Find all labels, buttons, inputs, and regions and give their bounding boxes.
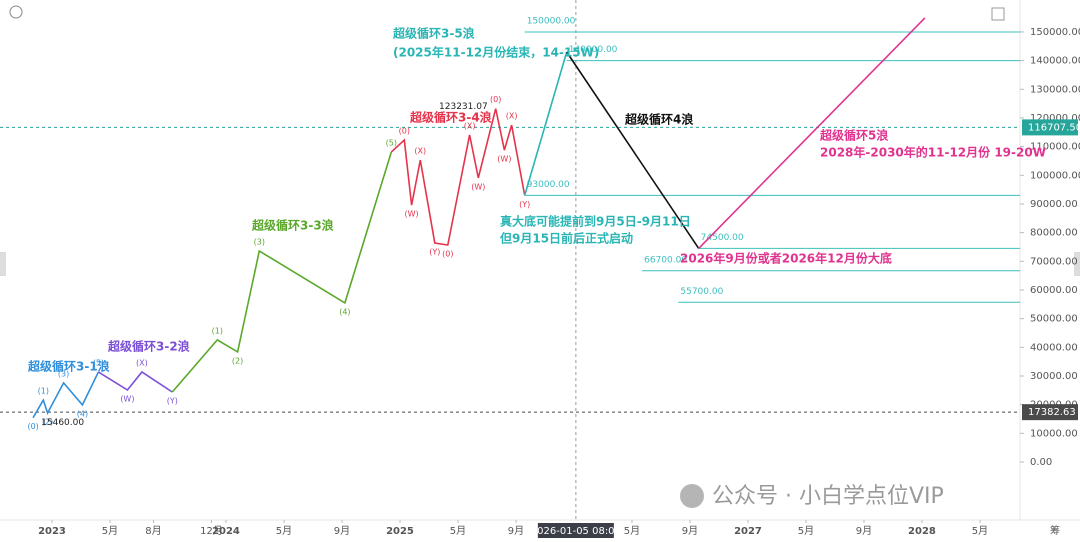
y-tick-label: 90000.00 [1030, 199, 1078, 210]
wave-label: (4) [77, 409, 88, 418]
value-label: 123231.07 [439, 102, 488, 112]
price-marker-box [1022, 119, 1078, 136]
annotation: 真大底可能提前到9月5日-9月11日 [500, 214, 691, 229]
y-tick-label: 130000.00 [1030, 84, 1080, 95]
wave-label: (X) [136, 358, 148, 367]
level-label: 55700.00 [680, 287, 723, 297]
x-tick-label: 2023 [38, 526, 66, 537]
annotation: (2025年11-12月份结束，14-15W) [393, 45, 599, 60]
x-tick-label: 9月 [856, 525, 872, 537]
x-tick-label: 9月 [334, 525, 350, 537]
wave-label: (W) [120, 395, 134, 404]
wave-label: (0) [399, 127, 410, 136]
x-tick-label: 5月 [798, 525, 814, 537]
level-label: 93000.00 [527, 180, 570, 190]
wave-label: (Y) [519, 200, 530, 209]
wave-label: (3) [58, 369, 69, 378]
annotation: 超级循环3-1浪 [27, 359, 110, 374]
x-tick-label: 2028 [908, 526, 936, 537]
wave-label: (1) [212, 326, 223, 335]
wave-label: (0) [442, 249, 453, 258]
wave-label: (X) [414, 147, 426, 156]
annotation: 超级循环4浪 [624, 112, 693, 127]
x-tick-label: 9月 [682, 525, 698, 537]
wechat-icon [680, 484, 704, 508]
x-tick-label: 9月 [508, 525, 524, 537]
y-tick-label: 110000.00 [1030, 142, 1080, 153]
wave-line [171, 151, 393, 393]
side-handle[interactable] [0, 252, 6, 276]
y-tick-label: 80000.00 [1030, 228, 1078, 239]
wave-label: (W) [497, 155, 511, 164]
level-label: 150000.00 [527, 16, 576, 26]
wave-line [566, 51, 700, 249]
wave-line [390, 108, 526, 246]
annotation: 超级循环5浪 [819, 128, 888, 143]
x-tick-label: 12月 [200, 525, 223, 537]
y-tick-label: 60000.00 [1030, 285, 1078, 296]
wave-label: (2) [42, 417, 53, 426]
wave-line [97, 370, 173, 393]
x-tick-label: 5月 [972, 525, 988, 537]
annotation: 超级循环3-3浪 [251, 218, 334, 233]
wave-line [32, 371, 100, 419]
wave-label: (2) [232, 356, 243, 365]
annotation: 超级循环3-2浪 [107, 339, 190, 354]
x-tick-label: 8月 [145, 525, 161, 537]
wave-label: (X) [506, 112, 518, 121]
price-marker-label: 116707.50 [1028, 122, 1080, 133]
level-label: 140000.00 [569, 45, 618, 55]
wave-label: (1) [38, 387, 49, 396]
y-tick-label: 0.00 [1030, 457, 1052, 468]
y-tick-label: 40000.00 [1030, 342, 1078, 353]
wave-label: (W) [405, 210, 419, 219]
watermark: 公众号 · 小白学点位VIP [712, 484, 944, 509]
x-tick-label: 2024 [212, 526, 240, 537]
price-marker-label: 17382.63 [1028, 407, 1076, 418]
y-tick-label: 50000.00 [1030, 314, 1078, 325]
level-label: 74500.00 [701, 233, 744, 243]
wave-label: (W) [471, 182, 485, 191]
side-handle[interactable] [1074, 252, 1080, 276]
wave-label: (Y) [429, 247, 440, 256]
y-tick-label: 100000.00 [1030, 170, 1080, 181]
y-tick-label: 120000.00 [1030, 113, 1080, 124]
price-marker-box [1022, 404, 1078, 421]
wave-line [523, 51, 568, 196]
y-tick-label: 140000.00 [1030, 56, 1080, 67]
wave-label: (0) [490, 95, 501, 104]
y-tick-label: 150000.00 [1030, 27, 1080, 38]
wave-label: (5) [93, 358, 104, 367]
annotation: 超级循环3-4浪 [409, 110, 492, 125]
nav-icon[interactable] [9, 5, 23, 19]
wave-label: (X) [464, 121, 476, 130]
x-tick-label: 2025 [386, 526, 414, 537]
wave-label: (Y) [167, 397, 178, 406]
wave-label: (4) [339, 307, 350, 316]
annotation: 但9月15日前后正式启动 [499, 231, 633, 246]
y-tick-label: 10000.00 [1030, 428, 1078, 439]
x-tick-label: 5月 [450, 525, 466, 537]
crosshair-label: 2026-01-05 08:00 [531, 526, 621, 537]
wave-line [698, 17, 926, 249]
annotation: 超级循环3-5浪 [392, 26, 475, 41]
x-tick-label: 5月 [102, 525, 118, 537]
annotations: 超级循环3-1浪 超级循环3-2浪 超级循环3-3浪 超级循环3-4浪 超级循环… [27, 26, 1046, 374]
x-tick-label: 2027 [734, 526, 762, 537]
corner-label: 筹 [1050, 524, 1060, 537]
value-label: 15460.00 [41, 418, 84, 428]
level-label: 66700.00 [644, 255, 687, 265]
annotation: 2028年-2030年的11-12月份 19-20W [820, 145, 1046, 160]
annotation: 2026年9月份或者2026年12月份大底 [680, 251, 892, 266]
wave-label: (3) [254, 237, 265, 246]
y-tick-label: 30000.00 [1030, 371, 1078, 382]
settings-icon[interactable] [991, 7, 1005, 21]
wave-label: (5) [386, 139, 397, 148]
crosshair-box [537, 523, 614, 538]
y-tick-label: 70000.00 [1030, 256, 1078, 267]
x-tick-label: 5月 [624, 525, 640, 537]
wave-label: (0) [27, 422, 38, 431]
x-tick-label: 5月 [276, 525, 292, 537]
